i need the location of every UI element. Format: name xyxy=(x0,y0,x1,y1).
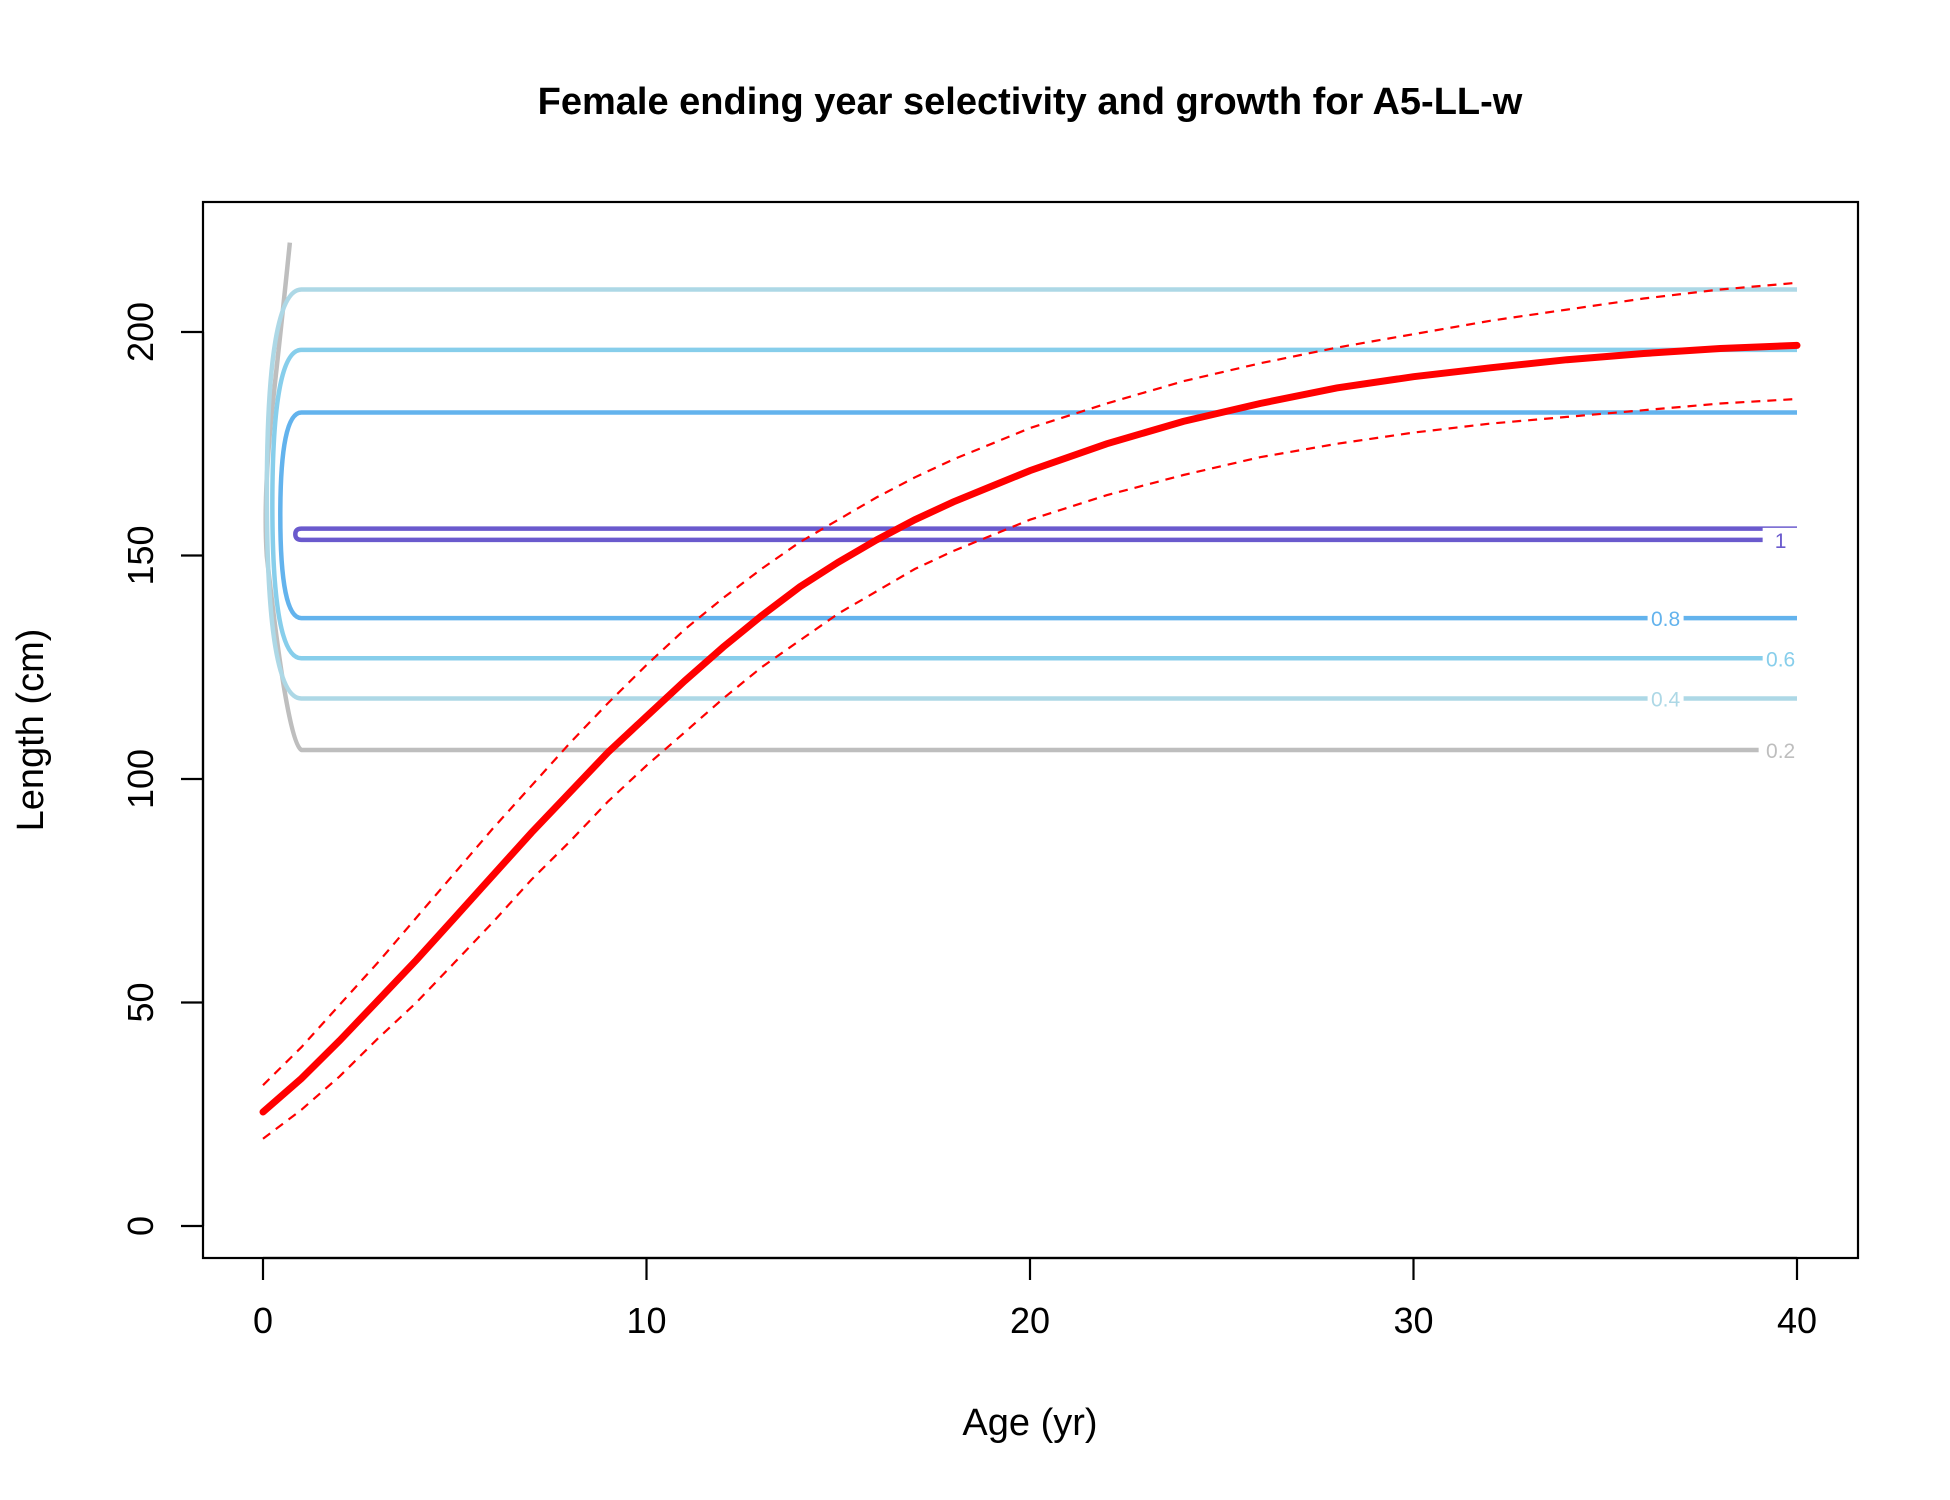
y-axis-label: Length (cm) xyxy=(10,629,52,832)
contour-label-gap-1 xyxy=(1762,527,1799,552)
selectivity-contours: 0.2 0.4 0.6 0.8 1 xyxy=(263,242,1799,763)
x-tick-label-10: 10 xyxy=(626,1300,666,1341)
contour-label-gap-0-8 xyxy=(1647,606,1684,631)
axes: 0 10 20 30 40 0 50 100 150 200 xyxy=(120,302,1817,1341)
contour-label-0-2: 0.2 xyxy=(1766,740,1795,763)
growth-lower-ci-line xyxy=(262,397,1798,1140)
growth-curves xyxy=(259,281,1801,1140)
x-tick-label-0: 0 xyxy=(253,1300,273,1341)
x-tick-label-20: 20 xyxy=(1010,1300,1050,1341)
x-axis-label: Age (yr) xyxy=(962,1402,1097,1444)
x-tick-label-30: 30 xyxy=(1393,1300,1433,1341)
contour-label-gap-0-6 xyxy=(1762,646,1799,671)
y-tick-label-0: 0 xyxy=(120,1216,161,1236)
contour-line-1 xyxy=(293,526,1797,543)
contour-line-0-8 xyxy=(278,410,1797,621)
contour-label-0-6: 0.6 xyxy=(1766,648,1795,671)
plot-area xyxy=(201,200,1860,1260)
y-tick-label-50: 50 xyxy=(120,982,161,1022)
contour-label-gap-0-4 xyxy=(1647,686,1684,711)
contour-label-gap-0-2 xyxy=(1762,737,1799,762)
growth-upper-ci-line xyxy=(262,281,1798,1086)
chart-title: Female ending year selectivity and growt… xyxy=(538,81,1523,123)
y-tick-label-100: 100 xyxy=(120,749,161,809)
contour-line-0-4 xyxy=(264,287,1797,701)
growth-mean-line xyxy=(259,341,1801,1116)
contour-line-0-6 xyxy=(270,347,1797,661)
contour-line-0-2 xyxy=(263,242,1759,753)
contour-label-0-8: 0.8 xyxy=(1651,608,1680,631)
y-tick-label-150: 150 xyxy=(120,525,161,585)
contour-label-0-4: 0.4 xyxy=(1651,689,1681,712)
plot-frame xyxy=(201,200,1860,1260)
y-tick-label-200: 200 xyxy=(120,302,161,362)
x-tick-label-40: 40 xyxy=(1777,1300,1817,1341)
contour-label-1: 1 xyxy=(1775,530,1787,553)
